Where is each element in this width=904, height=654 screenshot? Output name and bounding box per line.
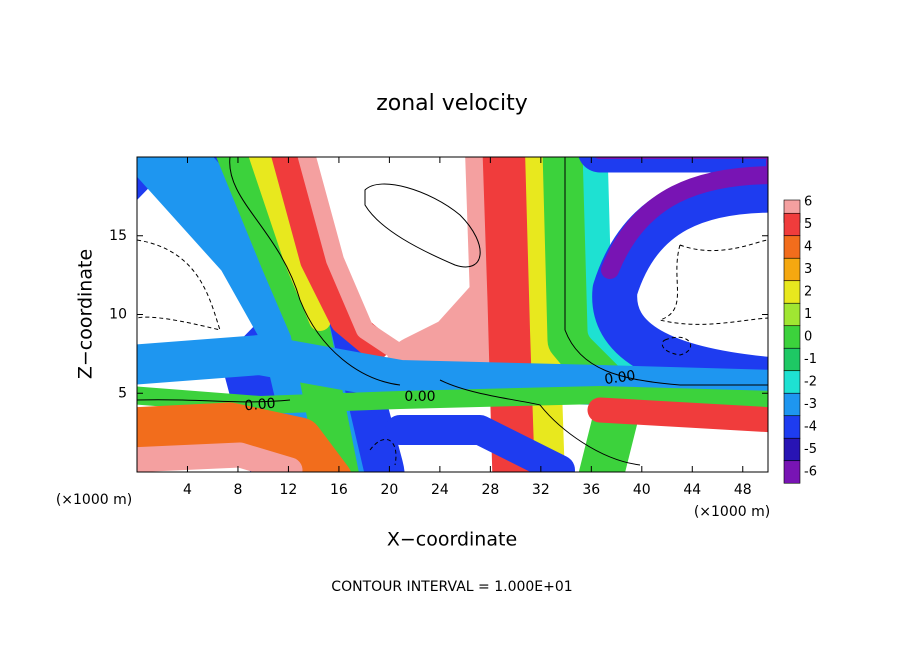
colorbar-label: 5	[804, 217, 812, 232]
x-tick-label: 32	[532, 482, 550, 498]
colorbar-label: -6	[804, 465, 817, 480]
colorbar-label: -5	[804, 442, 817, 457]
colorbar-label: 0	[804, 330, 812, 345]
colorbar-label: -2	[804, 375, 817, 390]
footer: CONTOUR INTERVAL = 1.000E+01	[331, 579, 572, 595]
x-axis-label: X−coordinate	[387, 529, 517, 551]
chart-title: zonal velocity	[376, 91, 528, 116]
colorbar-label: -3	[804, 397, 817, 412]
x-tick-label: 20	[380, 482, 398, 498]
colorbar-swatch	[783, 437, 801, 462]
x-tick-label: 44	[683, 482, 701, 498]
y-tick-label: 15	[109, 228, 127, 244]
colorbar-swatch	[783, 212, 801, 237]
contour-label: 0.00	[404, 389, 435, 405]
colorbar-label: 4	[804, 240, 812, 255]
x-tick-label: 28	[481, 482, 499, 498]
colorbar-swatch	[783, 325, 801, 349]
x-tick-label: 40	[633, 482, 651, 498]
colorbar-label: 1	[804, 307, 812, 322]
colorbar-swatch	[783, 415, 801, 439]
y-tick-label: 10	[109, 307, 127, 323]
x-tick-label: 24	[431, 482, 449, 498]
x-tick-label: 8	[233, 482, 242, 498]
y-tick-label: 5	[118, 385, 127, 401]
contour-field	[137, 157, 768, 472]
colorbar-swatch	[783, 257, 801, 282]
colorbar-swatch	[783, 235, 801, 259]
y-axis-label: Z−coordinate	[75, 249, 97, 379]
y-unit-label: (×1000 m)	[56, 492, 132, 508]
contour-lines	[137, 157, 768, 466]
colorbar-label: 2	[804, 285, 812, 300]
x-tick-label: 48	[734, 482, 752, 498]
colorbar-label: 6	[804, 195, 812, 210]
colorbar-swatch	[783, 347, 801, 372]
x-tick-label: 16	[330, 482, 348, 498]
contour-label: 0.00	[244, 396, 276, 415]
colorbar-swatch	[783, 460, 801, 484]
x-tick-label: 36	[582, 482, 600, 498]
colorbar-label: -4	[804, 420, 817, 435]
colorbar-label: 3	[804, 262, 812, 277]
colorbar-swatch	[783, 302, 801, 327]
colorbar-swatch	[783, 370, 801, 394]
x-unit-label: (×1000 m)	[694, 504, 770, 520]
colorbar-label: -1	[804, 352, 817, 367]
colorbar-swatch	[783, 280, 801, 304]
colorbar-swatch	[783, 392, 801, 417]
x-tick-label: 4	[183, 482, 192, 498]
contour-label: 0.00	[603, 368, 636, 388]
x-tick-label: 12	[280, 482, 298, 498]
